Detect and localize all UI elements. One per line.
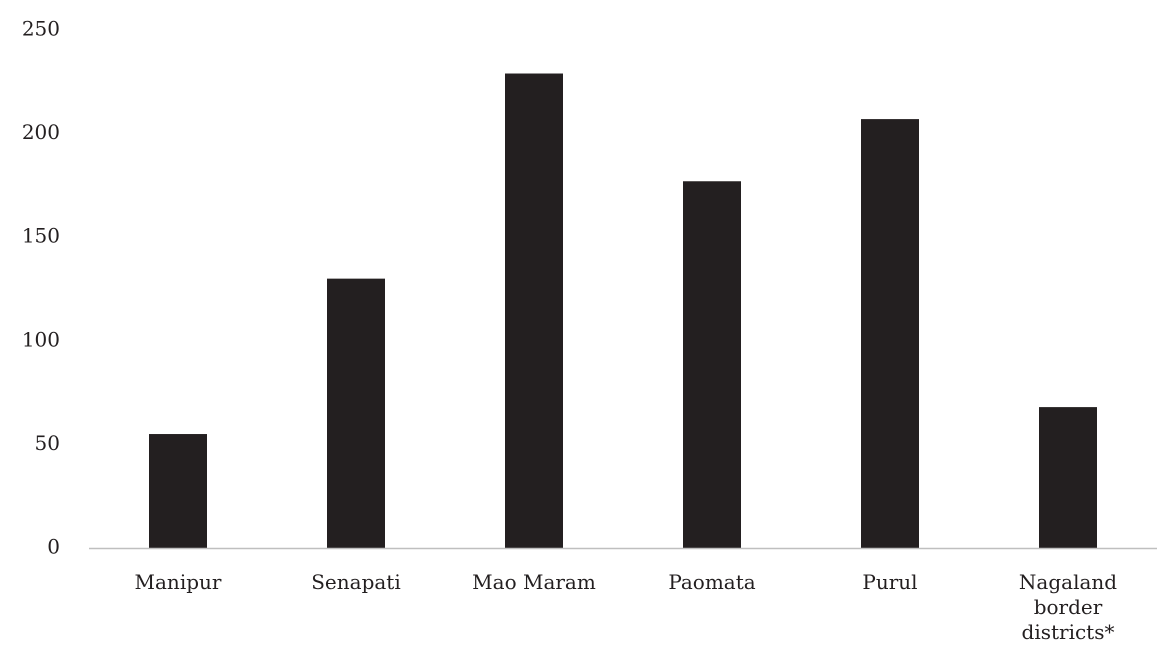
y-tick-label: 50 (35, 431, 60, 455)
y-tick-label: 150 (22, 224, 60, 248)
x-tick-label: Paomata (668, 570, 755, 594)
x-tick-label: Senapati (311, 570, 401, 594)
y-tick-label: 250 (22, 17, 60, 41)
bars (149, 73, 1097, 549)
y-tick-label: 200 (22, 120, 60, 144)
bar (861, 119, 919, 548)
x-tick-label-line: Nagaland (1019, 570, 1117, 594)
x-tick-label: Mao Maram (472, 570, 596, 594)
x-tick-label-line: Mao Maram (472, 570, 596, 594)
bar (505, 73, 563, 549)
x-tick-label: Purul (862, 570, 917, 594)
x-axis-labels: Manipur Senapati Mao Maram Paomata Purul Naga… (135, 570, 1118, 644)
x-tick-label-line: Purul (862, 570, 917, 594)
y-axis-ticks: 0 50 100 150 200 250 (22, 17, 60, 559)
bar (149, 434, 207, 548)
x-tick-label-line: districts* (1022, 620, 1115, 644)
x-tick-label: Nagaland border districts* (1019, 570, 1117, 644)
x-tick-label-line: border (1034, 595, 1103, 619)
x-tick-label-line: Manipur (135, 570, 222, 594)
y-tick-label: 0 (47, 535, 60, 559)
bar (683, 181, 741, 549)
x-tick-label: Manipur (135, 570, 222, 594)
bar (1039, 407, 1097, 548)
bar (327, 278, 385, 548)
y-tick-label: 100 (22, 327, 60, 351)
x-tick-label-line: Paomata (668, 570, 755, 594)
x-tick-label-line: Senapati (311, 570, 401, 594)
